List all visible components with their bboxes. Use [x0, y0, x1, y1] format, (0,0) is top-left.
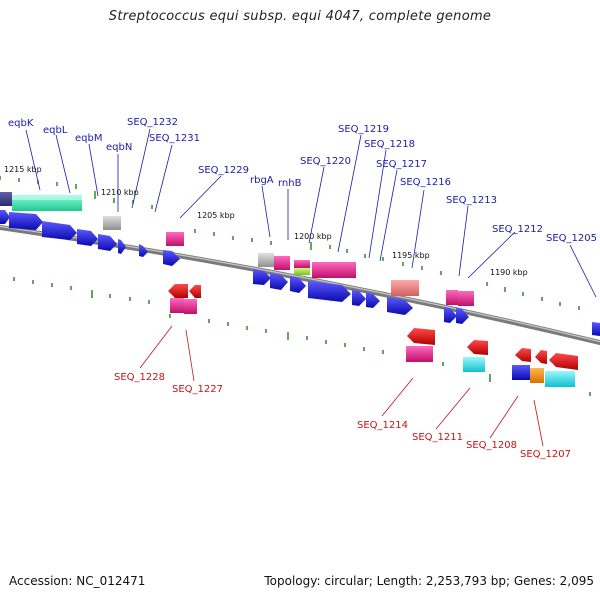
forward-gene-arrow [0, 210, 10, 224]
upper-feature-track [0, 192, 474, 306]
forward-gene-arrow [366, 292, 380, 308]
feature-box [545, 371, 575, 387]
feature-box [170, 298, 184, 313]
feature-box [0, 192, 12, 206]
forward-gene-arrow [456, 308, 469, 324]
gene-label: eqbL [43, 125, 68, 136]
reverse-gene-arrow [189, 285, 201, 298]
gene-label: eqbM [75, 133, 102, 144]
top-leader-lines [25, 128, 597, 298]
gene-label: SEQ_1232 [127, 117, 178, 128]
forward-gene-arrow [98, 234, 117, 251]
lower-tick-row [13, 277, 591, 396]
reverse-gene-arrow [467, 340, 488, 355]
gene-label: SEQ_1218 [364, 139, 415, 150]
feature-box [446, 290, 458, 305]
forward-gene-arrow [270, 273, 288, 290]
feature-box [512, 365, 530, 380]
feature-box [258, 253, 274, 267]
feature-box [12, 195, 82, 200]
accession-text: Accession: NC_012471 [9, 574, 146, 588]
gene-label: rbgA [250, 175, 274, 186]
reverse-gene-arrow [535, 350, 547, 364]
kbp-label: 1200 kbp [294, 232, 332, 241]
genome-summary-text: Topology: circular; Length: 2,253,793 bp… [264, 574, 594, 588]
gene-label: SEQ_1211 [412, 432, 463, 443]
forward-gene-arrow [444, 307, 457, 323]
feature-box [391, 280, 419, 296]
gene-label: SEQ_1217 [376, 159, 427, 170]
feature-box [530, 368, 544, 383]
reverse-gene-arrow [549, 353, 578, 370]
feature-box [458, 291, 474, 306]
feature-box [406, 346, 433, 362]
gene-label: SEQ_1214 [357, 420, 408, 431]
gene-label: SEQ_1205 [546, 233, 597, 244]
forward-gene-arrow [163, 250, 180, 266]
feature-box [184, 299, 197, 314]
bottom-leader-lines [139, 325, 544, 447]
forward-gene-arrow [139, 244, 148, 257]
gene-label: SEQ_1227 [172, 384, 223, 395]
feature-box [294, 268, 310, 275]
forward-gene-arrow [387, 297, 413, 315]
gene-label: SEQ_1213 [446, 195, 497, 206]
reverse-gene-track [168, 284, 578, 387]
forward-gene-arrow [308, 281, 351, 302]
gene-label: eqbN [106, 142, 132, 153]
reverse-gene-arrow [515, 348, 531, 362]
feature-box [312, 262, 356, 278]
feature-box [166, 232, 184, 246]
feature-box [103, 216, 121, 230]
forward-gene-arrow [352, 290, 366, 306]
forward-gene-arrow [290, 276, 306, 293]
feature-box [294, 260, 310, 268]
kbp-label: 1195 kbp [392, 251, 430, 260]
forward-gene-track [0, 210, 600, 336]
forward-gene-arrow [253, 269, 271, 285]
gene-label: SEQ_1228 [114, 372, 165, 383]
gene-label: SEQ_1208 [466, 440, 517, 451]
gene-label: SEQ_1229 [198, 165, 249, 176]
gene-label: SEQ_1216 [400, 177, 451, 188]
feature-box [274, 256, 290, 270]
forward-gene-arrow [592, 322, 600, 336]
kbp-label: 1205 kbp [197, 211, 235, 220]
forward-gene-arrow [42, 221, 77, 240]
feature-box [463, 357, 485, 372]
forward-gene-arrow [77, 229, 98, 246]
gene-label: rnhB [278, 178, 302, 189]
gene-label: SEQ_1207 [520, 449, 571, 460]
reverse-gene-arrow [168, 284, 188, 298]
kbp-label: 1210 kbp [101, 188, 139, 197]
gene-label: eqbK [8, 118, 34, 129]
kbp-label: 1215 kbp [4, 165, 42, 174]
map-title: Streptococcus equi subsp. equi 4047, com… [108, 9, 492, 24]
reverse-gene-arrow [407, 328, 435, 345]
forward-gene-arrow [9, 212, 43, 230]
gene-label: SEQ_1220 [300, 156, 351, 167]
gene-label: SEQ_1219 [338, 124, 389, 135]
kbp-label: 1190 kbp [490, 268, 528, 277]
forward-gene-arrow [118, 239, 126, 254]
gene-label: SEQ_1212 [492, 224, 543, 235]
gene-label: SEQ_1231 [149, 133, 200, 144]
